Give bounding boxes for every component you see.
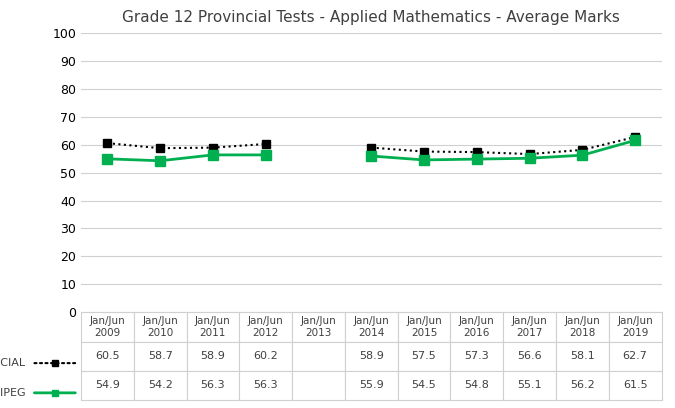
Text: WINNIPEG: WINNIPEG: [0, 388, 26, 398]
Text: PROVINCIAL: PROVINCIAL: [0, 358, 26, 368]
Title: Grade 12 Provincial Tests - Applied Mathematics - Average Marks: Grade 12 Provincial Tests - Applied Math…: [122, 9, 620, 24]
